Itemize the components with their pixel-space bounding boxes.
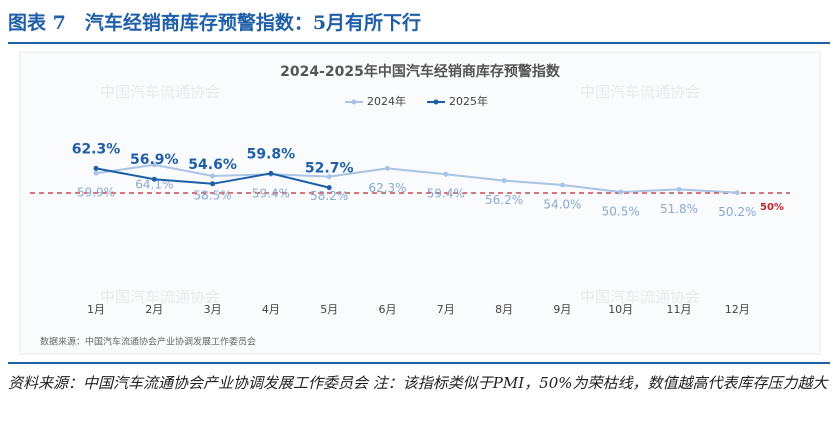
data-point bbox=[326, 174, 332, 180]
data-point bbox=[151, 176, 157, 182]
data-label: 59.4% bbox=[252, 187, 290, 201]
chart-source: 数据来源：中国汽车流通协会产业协调发展工作委员会 bbox=[40, 336, 256, 348]
data-point bbox=[443, 171, 449, 177]
legend-label: 2024年 bbox=[367, 94, 406, 108]
data-point bbox=[210, 173, 216, 179]
data-point bbox=[93, 165, 99, 171]
x-tick-label: 2月 bbox=[145, 303, 163, 316]
series-line bbox=[95, 163, 738, 194]
x-tick-label: 7月 bbox=[437, 303, 455, 316]
x-tick-label: 10月 bbox=[608, 303, 633, 316]
data-label: 50.5% bbox=[602, 205, 640, 219]
figure-title: 图表 7 汽车经销商库存预警指数：5月有所下行 bbox=[8, 8, 830, 44]
data-point bbox=[734, 190, 740, 196]
chart-title: 2024-2025年中国汽车经销商库存预警指数 bbox=[280, 63, 561, 80]
x-tick-label: 8月 bbox=[495, 303, 513, 316]
x-tick-label: 9月 bbox=[553, 303, 571, 316]
x-tick-label: 11月 bbox=[667, 303, 692, 316]
data-label: 59.8% bbox=[247, 146, 296, 162]
data-label: 52.7% bbox=[305, 161, 354, 177]
data-point bbox=[93, 170, 99, 176]
data-point bbox=[676, 186, 682, 192]
legend-label: 2025年 bbox=[449, 94, 488, 108]
reference-label: 50% bbox=[760, 202, 784, 213]
data-label: 62.3% bbox=[368, 181, 406, 195]
x-tick-label: 5月 bbox=[320, 303, 338, 316]
chart: 2024-2025年中国汽车经销商库存预警指数 数据来源：中国汽车流通协会产业协… bbox=[19, 51, 821, 355]
data-label: 58.2% bbox=[310, 189, 348, 203]
data-label: 59.9% bbox=[77, 186, 115, 200]
data-label: 62.3% bbox=[72, 141, 121, 157]
x-tick-label: 4月 bbox=[262, 303, 280, 316]
data-label: 54.0% bbox=[543, 198, 581, 212]
data-label: 54.6% bbox=[188, 157, 237, 173]
watermark: 中国汽车流通协会 bbox=[580, 288, 700, 306]
data-point bbox=[385, 165, 390, 171]
data-point bbox=[326, 185, 332, 191]
data-label: 58.5% bbox=[194, 189, 232, 203]
legend-marker bbox=[351, 99, 357, 105]
chart-frame bbox=[19, 51, 821, 355]
footnote: 资料来源：中国汽车流通协会产业协调发展工作委员会 注：该指标类似于PMI，50%… bbox=[8, 362, 830, 396]
data-point bbox=[151, 162, 157, 168]
data-label: 51.8% bbox=[660, 202, 698, 216]
watermark: 中国汽车流通协会 bbox=[100, 83, 220, 101]
data-point bbox=[559, 182, 565, 188]
x-tick-label: 6月 bbox=[379, 303, 397, 316]
x-tick-label: 3月 bbox=[204, 303, 222, 316]
watermark: 中国汽车流通协会 bbox=[580, 83, 700, 101]
data-label: 59.4% bbox=[427, 187, 465, 201]
legend-marker bbox=[433, 99, 439, 105]
data-label: 56.2% bbox=[485, 193, 523, 207]
watermark: 中国汽车流通协会 bbox=[100, 288, 220, 306]
data-point bbox=[618, 189, 624, 195]
data-point bbox=[210, 181, 216, 187]
data-point bbox=[268, 170, 274, 176]
data-label: 56.9% bbox=[130, 152, 179, 168]
data-label: 50.2% bbox=[718, 205, 756, 219]
data-point bbox=[501, 178, 507, 184]
x-tick-label: 1月 bbox=[87, 303, 105, 316]
x-tick-label: 12月 bbox=[725, 303, 750, 316]
